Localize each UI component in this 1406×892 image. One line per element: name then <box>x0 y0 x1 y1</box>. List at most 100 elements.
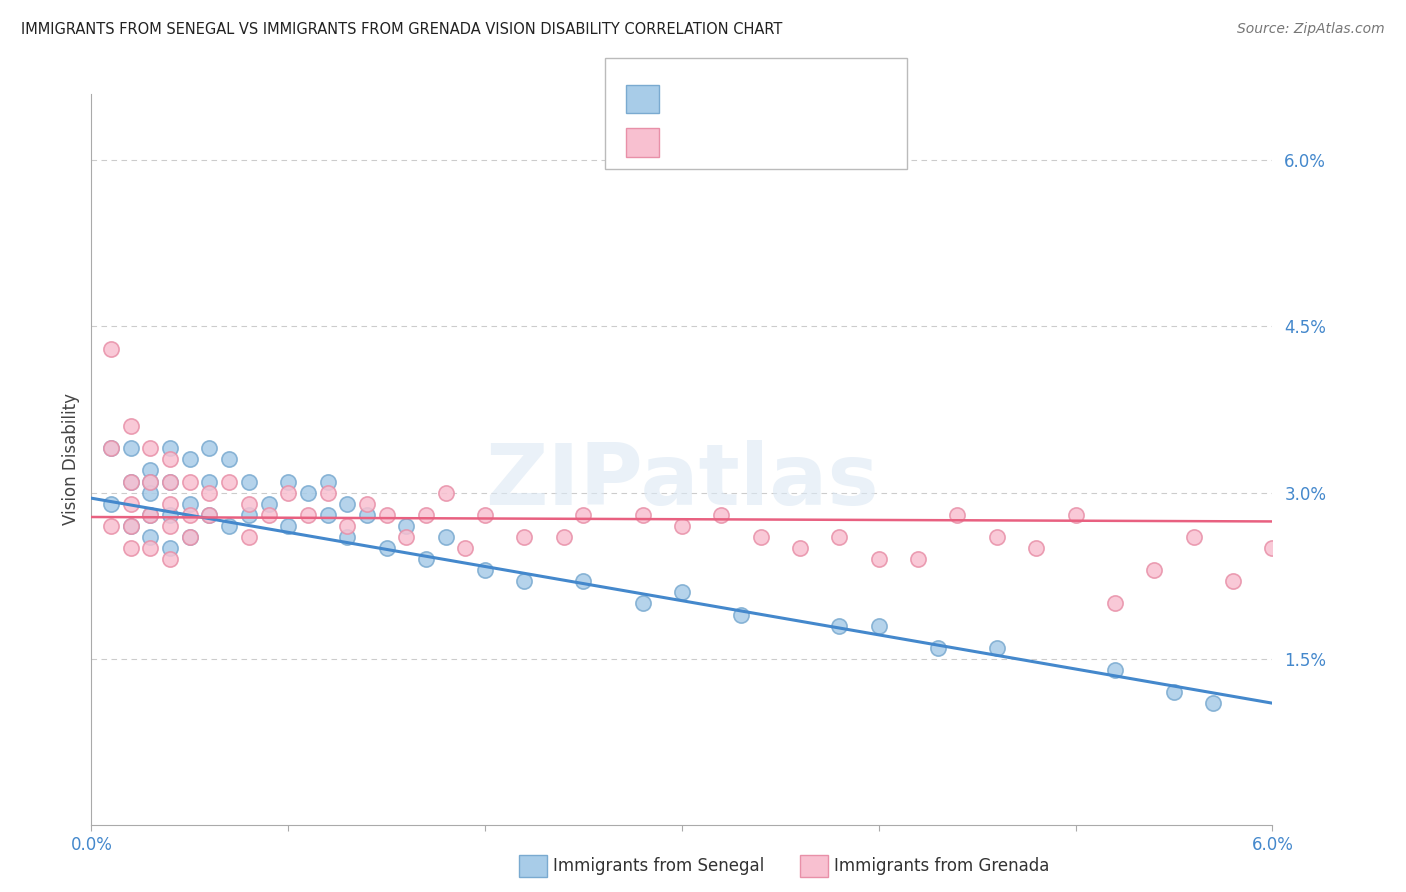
Text: R =: R = <box>671 128 707 145</box>
Point <box>139 475 162 489</box>
Point <box>1025 541 1047 555</box>
Point <box>336 497 359 511</box>
Point <box>671 519 693 533</box>
Point <box>238 530 260 544</box>
Point <box>710 508 733 522</box>
Point <box>631 508 654 522</box>
Point <box>1202 696 1225 710</box>
Point <box>198 508 221 522</box>
Point <box>100 442 122 456</box>
Point <box>986 530 1008 544</box>
Point <box>434 485 457 500</box>
Point <box>139 508 162 522</box>
Point <box>159 541 181 555</box>
Point <box>415 552 437 566</box>
Point <box>159 552 181 566</box>
Point <box>1104 663 1126 677</box>
Point <box>1143 563 1166 577</box>
Point <box>375 508 398 522</box>
Text: N =: N = <box>786 128 834 145</box>
Point <box>179 508 201 522</box>
Point <box>297 485 319 500</box>
Point <box>139 475 162 489</box>
Point <box>375 541 398 555</box>
Point <box>120 419 142 434</box>
Point <box>277 519 299 533</box>
Point <box>100 342 122 356</box>
Point <box>789 541 811 555</box>
Text: N =: N = <box>786 82 834 100</box>
Point <box>159 497 181 511</box>
Point <box>179 475 201 489</box>
Point <box>218 475 240 489</box>
Point <box>868 618 890 632</box>
Point <box>139 541 162 555</box>
Point <box>631 597 654 611</box>
Point <box>316 475 339 489</box>
Point <box>198 442 221 456</box>
Point <box>218 452 240 467</box>
Point <box>159 442 181 456</box>
Point <box>336 530 359 544</box>
Point <box>356 508 378 522</box>
Point <box>198 475 221 489</box>
Point <box>238 497 260 511</box>
Point <box>513 574 536 589</box>
Point <box>218 519 240 533</box>
Point <box>120 541 142 555</box>
Point <box>297 508 319 522</box>
Point <box>395 519 418 533</box>
Point <box>159 475 181 489</box>
Point <box>159 452 181 467</box>
Point <box>159 508 181 522</box>
Point <box>100 519 122 533</box>
Point <box>277 475 299 489</box>
Point <box>434 530 457 544</box>
Point <box>277 485 299 500</box>
Point <box>159 475 181 489</box>
Point <box>356 497 378 511</box>
Point <box>139 530 162 544</box>
Point <box>159 519 181 533</box>
Point <box>198 508 221 522</box>
Point <box>139 485 162 500</box>
Point <box>671 585 693 599</box>
Point <box>474 563 496 577</box>
Point <box>868 552 890 566</box>
Point <box>238 475 260 489</box>
Point <box>986 640 1008 655</box>
Point <box>257 508 280 522</box>
Point <box>946 508 969 522</box>
Point <box>120 442 142 456</box>
Point <box>828 618 851 632</box>
Point <box>316 485 339 500</box>
Point <box>316 508 339 522</box>
Point <box>828 530 851 544</box>
Point <box>927 640 949 655</box>
Point <box>139 508 162 522</box>
Text: -0.461: -0.461 <box>713 82 772 100</box>
Text: 57: 57 <box>831 128 853 145</box>
Point <box>257 497 280 511</box>
Point <box>179 452 201 467</box>
Point <box>907 552 929 566</box>
Point <box>474 508 496 522</box>
Point <box>120 519 142 533</box>
Point <box>139 463 162 477</box>
Point <box>100 497 122 511</box>
Point <box>179 530 201 544</box>
Text: Immigrants from Grenada: Immigrants from Grenada <box>834 857 1049 875</box>
Point <box>100 442 122 456</box>
Point <box>336 519 359 533</box>
Point <box>1182 530 1205 544</box>
Point <box>513 530 536 544</box>
Point <box>1261 541 1284 555</box>
Point <box>1064 508 1087 522</box>
Text: R =: R = <box>671 82 707 100</box>
Point <box>454 541 477 555</box>
Point <box>749 530 772 544</box>
Text: -0.010: -0.010 <box>713 128 772 145</box>
Point <box>238 508 260 522</box>
Point <box>120 497 142 511</box>
Point <box>415 508 437 522</box>
